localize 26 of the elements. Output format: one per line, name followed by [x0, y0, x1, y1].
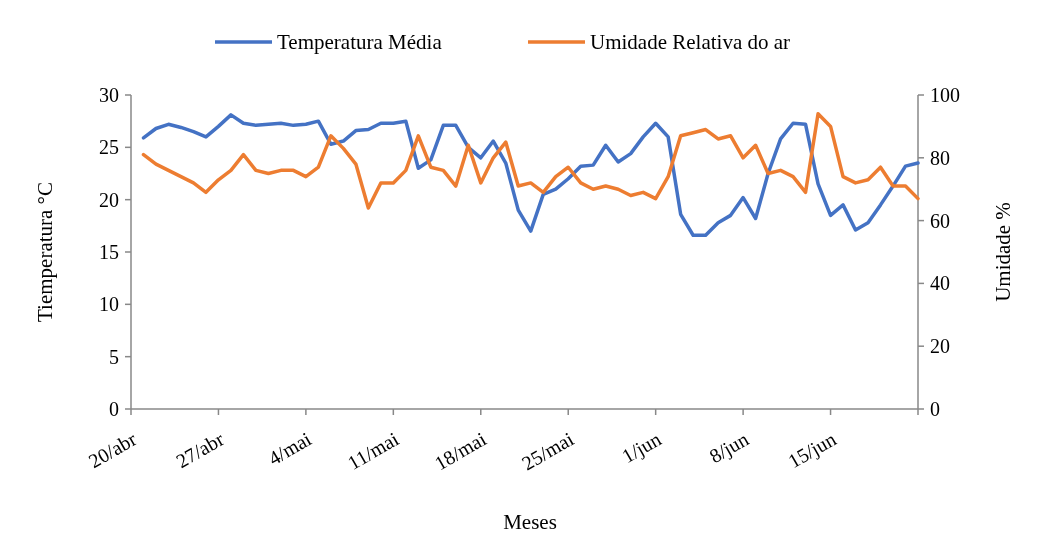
legend-label: Umidade Relativa do ar: [590, 30, 791, 55]
x-tick-label: 4/mai: [264, 427, 316, 470]
y-tick-label: 10: [99, 293, 119, 316]
y-tick-label: 20: [99, 188, 119, 211]
y-tick-label: 25: [99, 136, 119, 159]
line-series: [141, 112, 920, 210]
x-tick-label: 1/jun: [618, 427, 666, 469]
x-tick-label: 20/abr: [84, 427, 141, 473]
y2-tick-label: 80: [930, 146, 950, 169]
y-tick-label: 30: [99, 84, 119, 106]
y2-axis-title: Umidade %: [991, 202, 1015, 302]
line-series: [141, 113, 920, 237]
y2-tick-label: 100: [930, 84, 960, 106]
x-tick-label: 8/jun: [705, 427, 753, 469]
x-tick-label: 15/jun: [784, 427, 841, 474]
y2-tick-label: 40: [930, 272, 950, 295]
y-tick-label: 15: [99, 241, 119, 263]
y-axis-title: Tiemperatura °C: [33, 181, 57, 323]
y-tick-label: 0: [109, 398, 119, 420]
y2-tick-label: 20: [930, 335, 950, 358]
x-tick-label: 27/abr: [172, 427, 228, 473]
y2-tick-label: 0: [930, 398, 940, 420]
x-axis-title: Meses: [503, 510, 557, 534]
y-tick-label: 5: [109, 345, 119, 368]
legend-label: Temperatura Média: [277, 30, 443, 55]
y2-tick-label: 60: [930, 209, 950, 232]
